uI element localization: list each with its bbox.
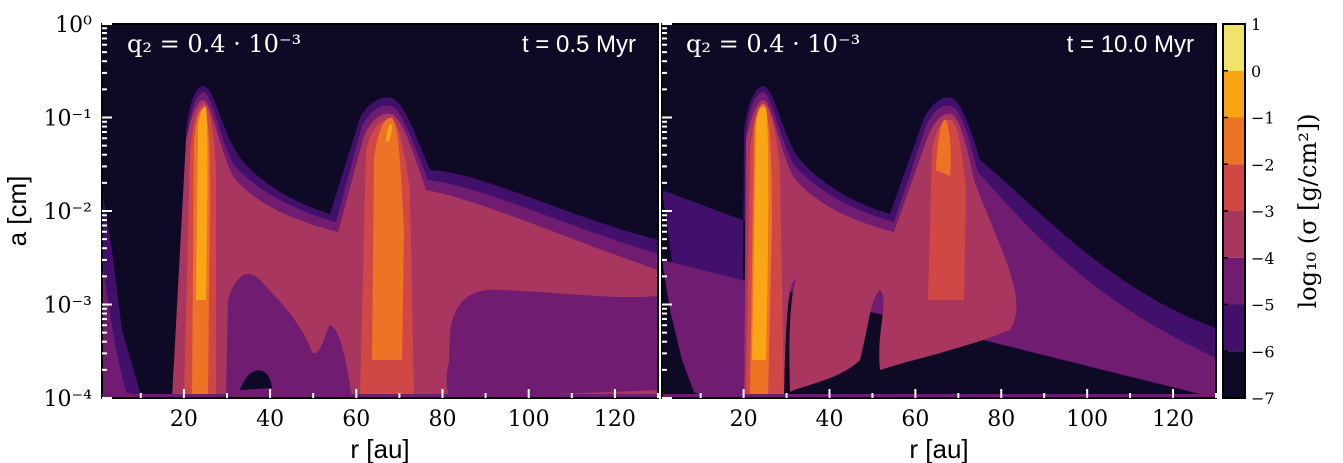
x-axis-label-right: r [au] (909, 434, 968, 463)
colorbar-tick-label: 0 (1251, 62, 1261, 81)
colorbar-tick-label: −7 (1251, 389, 1275, 408)
y-tick-labels: 10⁰ 10⁻¹ 10⁻² 10⁻³ 10⁻⁴ (44, 13, 93, 412)
colorbar-label: log₁₀ (σ [g/cm²]) (1294, 113, 1322, 308)
panel-right-x-tick-labels: 20 40 60 80 100 120 (730, 407, 1194, 432)
y-tick-label: 10⁻⁴ (44, 387, 93, 412)
x-tick-label: 40 (815, 407, 843, 432)
contour-level-minus5-patch (226, 274, 352, 398)
y-tick-label: 10⁻¹ (44, 107, 92, 132)
x-tick-label: 60 (901, 407, 929, 432)
colorbar-level (1223, 351, 1245, 398)
x-axis-label-left: r [au] (350, 434, 409, 463)
colorbar-level (1223, 304, 1245, 352)
panel-left: q₂ = 0.4 · 10⁻³ t = 0.5 Myr 20 40 60 80 100 1… (101, 23, 659, 463)
colorbar-level (1223, 70, 1245, 118)
x-tick-label: 120 (594, 407, 636, 432)
x-tick-label: 120 (1152, 407, 1194, 432)
y-tick-label: 10⁻³ (44, 294, 92, 319)
y-tick-label: 10⁰ (55, 13, 92, 38)
colorbar-tick-label: −2 (1251, 155, 1275, 174)
colorbar-tick-label: 1 (1251, 15, 1261, 34)
colorbar-level (1223, 24, 1245, 71)
panel-left-x-tick-labels: 20 40 60 80 100 120 (170, 407, 636, 432)
contour-level-minus5-patch-right (448, 289, 658, 398)
colorbar-tick-label: −3 (1251, 202, 1275, 221)
y-axis-label: a [cm] (2, 176, 32, 247)
colorbar-level (1223, 164, 1245, 211)
panel-right-annotation-time: t = 10.0 Myr (1067, 31, 1194, 58)
colorbar-tick-label: −1 (1251, 109, 1275, 128)
panel-left-annotation-time: t = 0.5 Myr (522, 31, 636, 58)
x-tick-label: 40 (256, 407, 284, 432)
x-tick-label: 20 (170, 407, 198, 432)
panel-left-ticks (102, 23, 659, 399)
x-tick-label: 100 (508, 407, 550, 432)
panel-left-annotation-q: q₂ = 0.4 · 10⁻³ (127, 30, 301, 58)
colorbar-tick-label: −5 (1251, 296, 1275, 315)
colorbar-level (1223, 257, 1245, 305)
y-tick-label: 10⁻² (44, 200, 92, 225)
contour-level-minus2 (192, 108, 404, 398)
x-tick-label: 80 (987, 407, 1015, 432)
panel-right-ticks (662, 23, 1217, 399)
colorbar: 1 0 −1 −2 −3 −4 −5 −6 −7 (1222, 15, 1275, 408)
panel-right-annotation-q: q₂ = 0.4 · 10⁻³ (686, 30, 860, 58)
contour-level-minus1 (752, 106, 769, 360)
colorbar-tick-label: −4 (1251, 249, 1275, 268)
colorbar-level (1223, 117, 1245, 165)
x-tick-label: 60 (342, 407, 370, 432)
panel-right: q₂ = 0.4 · 10⁻³ t = 10.0 Myr 20 40 60 80 100… (661, 23, 1217, 463)
x-tick-label: 20 (730, 407, 758, 432)
x-tick-label: 100 (1066, 407, 1108, 432)
colorbar-tick-label: −6 (1251, 342, 1275, 361)
colorbar-level (1223, 211, 1245, 258)
x-tick-label: 80 (428, 407, 456, 432)
